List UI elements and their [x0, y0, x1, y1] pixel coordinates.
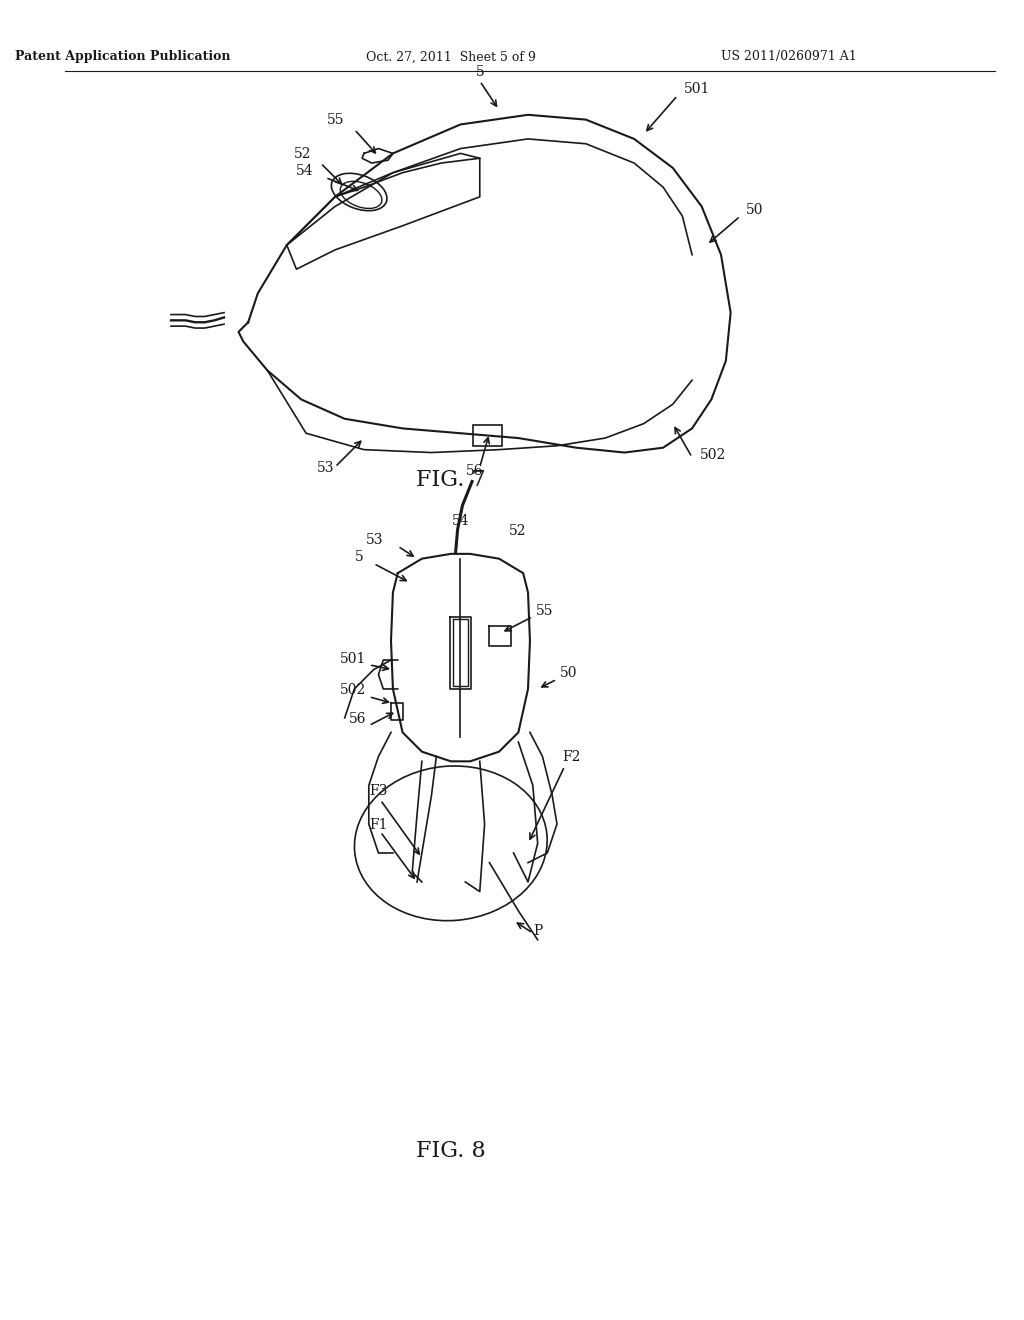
Text: P: P — [534, 924, 543, 939]
Text: 54: 54 — [452, 513, 469, 528]
Text: 54: 54 — [296, 164, 313, 178]
Text: 55: 55 — [328, 114, 345, 128]
Text: 53: 53 — [366, 533, 383, 548]
Text: US 2011/0260971 A1: US 2011/0260971 A1 — [721, 50, 856, 63]
Text: 501: 501 — [340, 652, 366, 665]
Text: 53: 53 — [316, 461, 334, 475]
Text: F1: F1 — [369, 818, 387, 832]
Text: 50: 50 — [746, 203, 764, 218]
Text: Oct. 27, 2011  Sheet 5 of 9: Oct. 27, 2011 Sheet 5 of 9 — [366, 50, 536, 63]
Text: 55: 55 — [536, 603, 553, 618]
Text: FIG. 8: FIG. 8 — [416, 1140, 485, 1162]
Text: 502: 502 — [699, 449, 726, 462]
Text: F3: F3 — [369, 784, 387, 799]
Text: 50: 50 — [560, 667, 578, 680]
Text: 52: 52 — [294, 148, 311, 161]
Text: 52: 52 — [509, 524, 526, 537]
Text: 5: 5 — [355, 549, 364, 564]
Text: 501: 501 — [684, 82, 711, 95]
Text: 56: 56 — [348, 711, 366, 726]
Text: Patent Application Publication: Patent Application Publication — [15, 50, 230, 63]
Text: 5: 5 — [475, 65, 484, 79]
Text: 56: 56 — [466, 463, 483, 478]
Text: 502: 502 — [340, 682, 366, 697]
Text: F2: F2 — [562, 750, 581, 764]
Text: FIG. 7: FIG. 7 — [416, 470, 485, 491]
